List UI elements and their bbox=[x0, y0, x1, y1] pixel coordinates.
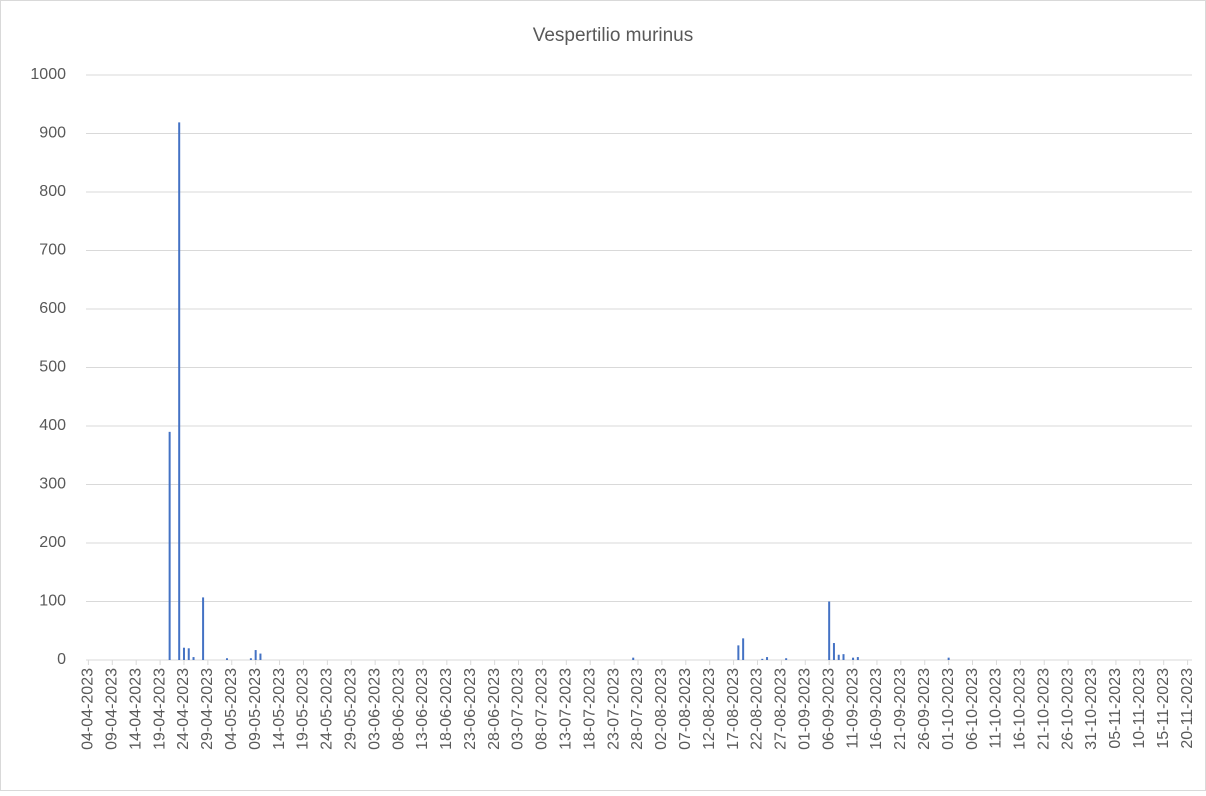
bar bbox=[842, 654, 845, 660]
y-tick-label: 500 bbox=[39, 359, 66, 376]
x-tick-label: 31-10-2023 bbox=[1083, 668, 1100, 750]
x-tick-label: 03-06-2023 bbox=[366, 668, 383, 750]
x-tick-label: 19-05-2023 bbox=[295, 668, 312, 750]
x-tick-label: 16-10-2023 bbox=[1012, 668, 1029, 750]
bar bbox=[742, 638, 745, 660]
bar bbox=[168, 431, 171, 660]
x-tick-label: 11-10-2023 bbox=[988, 668, 1005, 749]
y-tick-label: 0 bbox=[57, 651, 66, 668]
x-tick-label: 01-10-2023 bbox=[940, 668, 957, 750]
x-tick-label: 28-06-2023 bbox=[486, 668, 503, 750]
y-tick-label: 600 bbox=[39, 300, 66, 317]
x-tick-label: 14-04-2023 bbox=[127, 668, 144, 750]
y-tick-label: 1000 bbox=[30, 66, 66, 83]
bar bbox=[761, 658, 764, 660]
bar bbox=[737, 645, 740, 660]
bar bbox=[182, 647, 185, 660]
y-tick-label: 800 bbox=[39, 183, 66, 200]
x-tick-label: 09-04-2023 bbox=[104, 668, 121, 750]
x-tick-label: 04-04-2023 bbox=[80, 668, 97, 750]
x-tick-label: 24-04-2023 bbox=[175, 668, 192, 750]
bar bbox=[947, 657, 950, 660]
bar bbox=[828, 601, 831, 660]
x-tick-label: 11-09-2023 bbox=[844, 668, 861, 749]
x-tick-label: 05-11-2023 bbox=[1107, 668, 1124, 749]
x-tick-label: 28-07-2023 bbox=[629, 668, 646, 750]
x-tick-label: 16-09-2023 bbox=[868, 668, 885, 750]
y-tick-label: 100 bbox=[39, 593, 66, 610]
bar bbox=[259, 653, 262, 660]
x-tick-label: 19-04-2023 bbox=[151, 668, 168, 750]
x-tick-label: 13-07-2023 bbox=[558, 668, 575, 750]
bar bbox=[852, 657, 855, 660]
x-tick-label: 08-06-2023 bbox=[390, 668, 407, 750]
bar bbox=[178, 122, 181, 660]
x-tick-label: 04-05-2023 bbox=[223, 668, 240, 750]
x-tick-label: 01-09-2023 bbox=[796, 668, 813, 750]
bar bbox=[632, 657, 635, 660]
x-tick-label: 29-04-2023 bbox=[199, 668, 216, 750]
x-tick-label: 20-11-2023 bbox=[1179, 668, 1196, 749]
x-tick-label: 23-06-2023 bbox=[462, 668, 479, 750]
x-tick-label: 08-07-2023 bbox=[534, 668, 551, 750]
y-tick-label: 300 bbox=[39, 476, 66, 493]
x-tick-label: 21-09-2023 bbox=[892, 668, 909, 750]
x-tick-label: 21-10-2023 bbox=[1035, 668, 1052, 750]
x-tick-label: 22-08-2023 bbox=[749, 668, 766, 750]
x-tick-label: 09-05-2023 bbox=[247, 668, 264, 750]
x-tick-label: 06-10-2023 bbox=[964, 668, 981, 750]
x-tick-label: 13-06-2023 bbox=[414, 668, 431, 750]
x-tick-label: 26-09-2023 bbox=[916, 668, 933, 750]
x-tick-label: 07-08-2023 bbox=[677, 668, 694, 750]
bar bbox=[837, 654, 840, 660]
x-tick-label: 06-09-2023 bbox=[820, 668, 837, 750]
chart-title: Vespertilio murinus bbox=[533, 25, 694, 46]
x-tick-label: 24-05-2023 bbox=[319, 668, 336, 750]
bar bbox=[187, 648, 190, 660]
bar bbox=[766, 657, 769, 660]
x-tick-label: 29-05-2023 bbox=[342, 668, 359, 750]
y-tick-label: 200 bbox=[39, 534, 66, 551]
x-tick-label: 10-11-2023 bbox=[1131, 668, 1148, 749]
x-tick-label: 18-06-2023 bbox=[438, 668, 455, 750]
y-tick-label: 900 bbox=[39, 125, 66, 142]
bar bbox=[785, 658, 788, 660]
x-tick-label: 15-11-2023 bbox=[1155, 668, 1172, 749]
bar bbox=[192, 657, 195, 660]
x-tick-label: 02-08-2023 bbox=[653, 668, 670, 750]
bar bbox=[254, 650, 257, 660]
bar bbox=[856, 657, 859, 660]
x-tick-label: 18-07-2023 bbox=[581, 668, 598, 750]
x-tick-label: 27-08-2023 bbox=[773, 668, 790, 750]
x-tick-label: 03-07-2023 bbox=[510, 668, 527, 750]
bar bbox=[832, 643, 835, 660]
bar bbox=[225, 658, 228, 660]
y-tick-label: 700 bbox=[39, 242, 66, 259]
bar bbox=[249, 658, 252, 660]
x-tick-label: 12-08-2023 bbox=[701, 668, 718, 750]
x-tick-label: 14-05-2023 bbox=[271, 668, 288, 750]
x-tick-label: 26-10-2023 bbox=[1059, 668, 1076, 750]
bar bbox=[202, 597, 205, 660]
x-tick-label: 17-08-2023 bbox=[725, 668, 742, 750]
x-tick-label: 23-07-2023 bbox=[605, 668, 622, 750]
y-tick-label: 400 bbox=[39, 417, 66, 434]
